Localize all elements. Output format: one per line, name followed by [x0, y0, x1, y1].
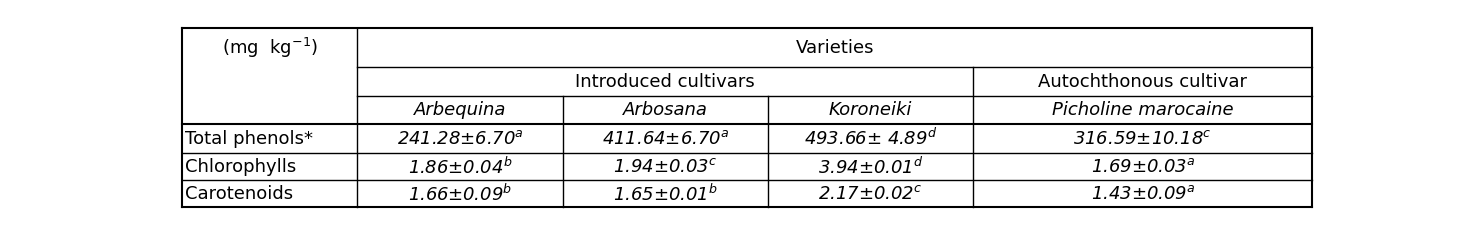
Text: Arbosana: Arbosana [623, 101, 707, 119]
Text: 316.59±10.18$^{c}$: 316.59±10.18$^{c}$ [1073, 130, 1212, 147]
Text: Varieties: Varieties [796, 39, 873, 57]
Text: 1.43±0.09$^{a}$: 1.43±0.09$^{a}$ [1091, 185, 1196, 203]
Text: Total phenols*: Total phenols* [185, 130, 312, 147]
Text: 411.64±6.70$^{a}$: 411.64±6.70$^{a}$ [602, 130, 729, 147]
Text: Koroneiki: Koroneiki [830, 101, 913, 119]
Text: 1.94±0.03$^{c}$: 1.94±0.03$^{c}$ [614, 158, 717, 176]
Text: Introduced cultivars: Introduced cultivars [576, 72, 755, 91]
Text: 1.69±0.03$^{a}$: 1.69±0.03$^{a}$ [1091, 158, 1196, 176]
Text: 493.66± 4.89$^{d}$: 493.66± 4.89$^{d}$ [803, 128, 937, 149]
Text: 2.17±0.02$^{c}$: 2.17±0.02$^{c}$ [818, 185, 923, 203]
Text: (mg  kg$^{-1}$): (mg kg$^{-1}$) [222, 36, 318, 60]
Text: 3.94±0.01$^{d}$: 3.94±0.01$^{d}$ [818, 156, 923, 177]
Text: 1.66±0.09$^{b}$: 1.66±0.09$^{b}$ [408, 183, 512, 204]
Text: Picholine marocaine: Picholine marocaine [1051, 101, 1233, 119]
Text: Autochthonous cultivar: Autochthonous cultivar [1038, 72, 1247, 91]
Text: 1.65±0.01$^{b}$: 1.65±0.01$^{b}$ [612, 183, 717, 204]
Text: 241.28±6.70$^{a}$: 241.28±6.70$^{a}$ [397, 130, 523, 147]
Text: Chlorophylls: Chlorophylls [185, 158, 296, 176]
Text: Carotenoids: Carotenoids [185, 185, 293, 203]
Text: 1.86±0.04$^{b}$: 1.86±0.04$^{b}$ [408, 156, 512, 177]
Text: Arbequina: Arbequina [414, 101, 506, 119]
